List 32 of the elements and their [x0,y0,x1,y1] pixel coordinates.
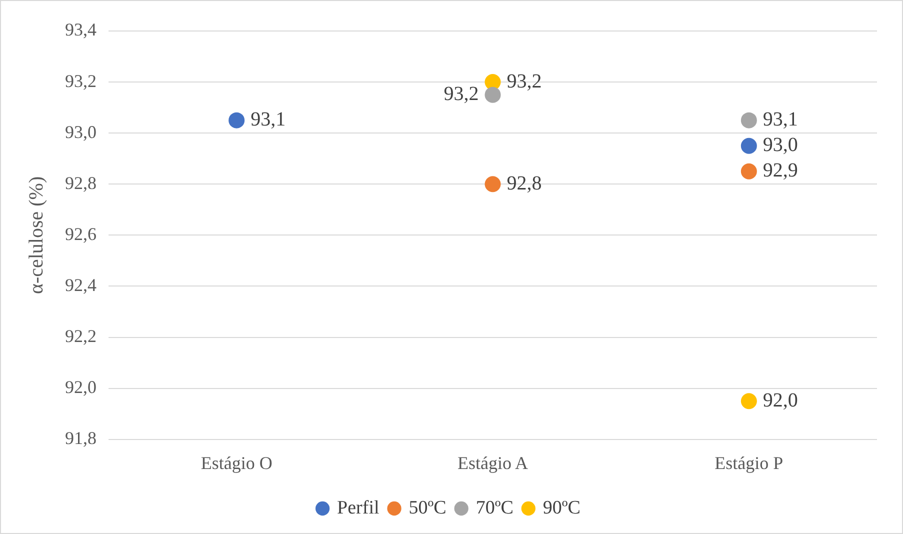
y-tick-label: 92,2 [65,326,96,346]
point [228,112,245,128]
x-tick-label: Estágio O [200,452,272,473]
data-label: 93,1 [762,108,798,131]
y-tick-label: 92,8 [65,172,96,193]
data-label: 93,2 [444,83,479,106]
legend-label: 50ºC [408,497,446,518]
y-axis-title: α-celulose (%) [25,176,48,294]
point [484,86,501,103]
x-tick-label: Estágio A [458,452,528,473]
legend-label: 70ºC [476,497,514,518]
point [740,393,757,410]
y-tick-label: 91,8 [65,428,96,448]
data-label: 93,0 [762,134,798,156]
x-tick-label: Estágio P [714,452,784,473]
y-tick-label: 93,2 [65,70,96,91]
point [740,163,757,180]
data-label: 92,0 [762,389,798,412]
y-tick-label: 93,0 [65,122,96,142]
point [740,138,757,154]
y-tick-label: 92,0 [65,377,96,398]
data-label: 93,2 [506,70,542,92]
data-label: 93,1 [250,108,286,131]
data-label: 92,8 [506,172,542,194]
y-tick-label: 93,4 [65,20,96,40]
y-tick-label: 92,6 [65,224,96,244]
legend-label: Perfil [337,497,380,518]
y-tick-label: 92,4 [65,274,96,295]
legend-label: 90ºC [542,497,580,518]
point [740,112,757,128]
point [484,176,501,192]
data-label: 92,9 [762,160,798,182]
